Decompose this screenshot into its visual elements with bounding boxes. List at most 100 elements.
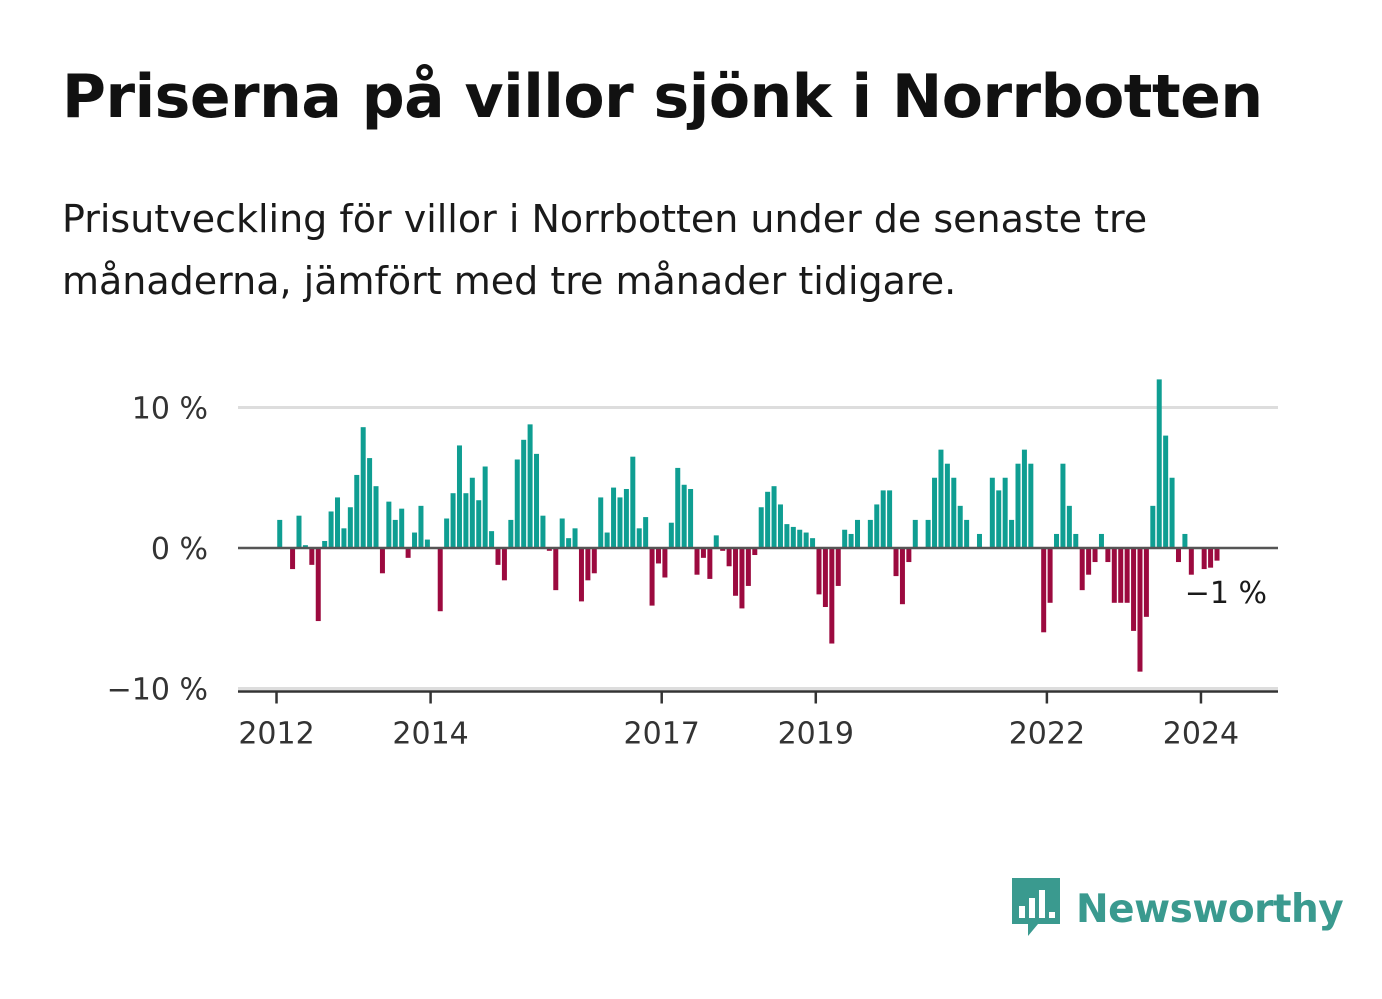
bar xyxy=(733,548,739,596)
bar xyxy=(777,504,783,548)
bar xyxy=(1079,548,1085,591)
bar xyxy=(713,535,719,548)
bar xyxy=(874,504,880,548)
bar xyxy=(765,491,771,548)
bar xyxy=(694,548,700,575)
bar xyxy=(277,519,283,548)
bar xyxy=(835,548,841,586)
bar xyxy=(752,548,758,556)
bar xyxy=(489,531,495,548)
bar xyxy=(887,490,893,548)
bar xyxy=(790,526,796,548)
bar xyxy=(842,529,848,548)
bar xyxy=(1073,533,1079,548)
bar xyxy=(816,548,822,595)
bar xyxy=(1143,548,1149,617)
bar xyxy=(399,508,405,548)
bar xyxy=(630,456,636,548)
bar xyxy=(1124,548,1130,603)
bar xyxy=(328,511,334,548)
page-title: Priserna på villor sjönk i Norrbotten xyxy=(62,62,1263,132)
x-tick-label: 2019 xyxy=(778,717,854,752)
bar xyxy=(566,538,572,548)
bar xyxy=(335,497,341,548)
bar xyxy=(463,493,469,548)
bar xyxy=(1021,449,1027,548)
bar xyxy=(951,477,957,548)
bar xyxy=(617,497,623,548)
bar xyxy=(932,477,938,548)
bar xyxy=(386,501,392,548)
bar xyxy=(720,548,726,551)
bar xyxy=(405,548,411,558)
bar xyxy=(508,519,514,548)
bar xyxy=(899,548,905,605)
bar xyxy=(424,539,430,548)
bar xyxy=(1118,548,1124,603)
bar xyxy=(1054,533,1060,548)
bar xyxy=(347,507,353,548)
x-tick-label: 2014 xyxy=(392,717,468,752)
bar xyxy=(456,445,462,548)
bar xyxy=(649,548,655,606)
bar xyxy=(739,548,745,609)
bar xyxy=(1182,533,1188,548)
bar xyxy=(855,519,861,548)
bar xyxy=(591,548,597,574)
bar xyxy=(572,528,578,548)
bar xyxy=(784,524,790,548)
bar xyxy=(944,463,950,548)
bar xyxy=(476,500,482,548)
bar xyxy=(1047,548,1053,603)
bar xyxy=(925,519,931,548)
bar xyxy=(989,477,995,548)
bar xyxy=(354,474,360,548)
bar xyxy=(1201,548,1207,570)
bar xyxy=(996,490,1002,548)
bar xyxy=(822,548,828,608)
bar xyxy=(1163,435,1169,548)
bar xyxy=(309,548,315,565)
bar xyxy=(1066,505,1072,548)
bar xyxy=(559,518,565,548)
bar xyxy=(469,477,475,548)
bar xyxy=(412,532,418,548)
brand-name: Newsworthy xyxy=(1076,886,1344,932)
bar xyxy=(623,488,629,548)
bar xyxy=(521,439,527,548)
bar xyxy=(912,519,918,548)
bar xyxy=(611,487,617,548)
bar xyxy=(341,528,347,548)
bar xyxy=(315,548,321,622)
bar xyxy=(585,548,591,581)
bar xyxy=(598,497,604,548)
bar xyxy=(540,515,546,548)
bar xyxy=(1214,548,1220,561)
bar xyxy=(1028,463,1034,548)
bar xyxy=(302,545,308,548)
brand-logo: Newsworthy xyxy=(1010,878,1344,940)
bar xyxy=(578,548,584,602)
bar xyxy=(450,493,456,548)
bar xyxy=(604,532,610,548)
bar xyxy=(1060,463,1066,548)
bar xyxy=(482,466,488,548)
bar xyxy=(771,486,777,548)
bar xyxy=(893,548,899,577)
bar xyxy=(1188,548,1194,575)
bar xyxy=(803,532,809,548)
bar xyxy=(867,519,873,548)
bar xyxy=(367,458,373,548)
bar xyxy=(643,517,649,548)
bar xyxy=(1015,463,1021,548)
last-value-label: −1 % xyxy=(1185,576,1267,611)
bar xyxy=(373,486,379,548)
bar xyxy=(1086,548,1092,575)
bar xyxy=(546,548,552,551)
bar xyxy=(688,488,694,548)
bar xyxy=(553,548,559,591)
bar xyxy=(379,548,385,574)
bar xyxy=(392,519,398,548)
bar xyxy=(906,548,912,563)
bar xyxy=(726,548,732,567)
